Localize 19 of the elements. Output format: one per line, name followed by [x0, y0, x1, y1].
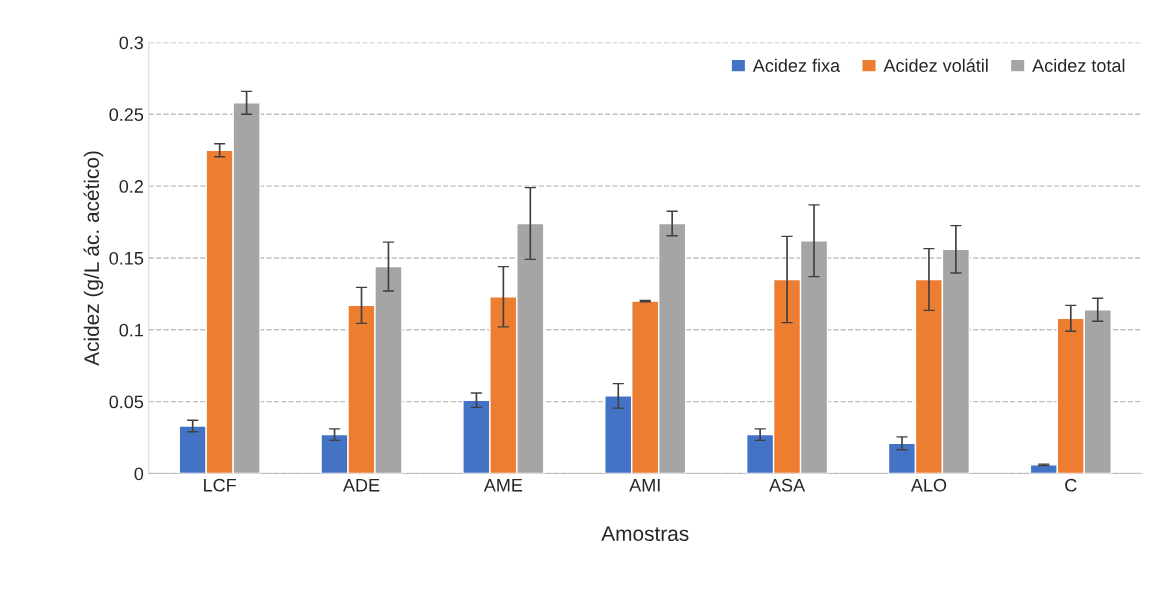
- y-tick-label: 0.25: [109, 108, 144, 122]
- legend-label: Acidez fixa: [752, 58, 841, 72]
- y-tick-label: 0: [134, 467, 144, 481]
- x-tick-label: LCF: [204, 478, 236, 492]
- x-tick-label: AMI: [629, 478, 660, 492]
- x-tick-label: ALO: [910, 478, 947, 492]
- y-tick-label: 0.1: [119, 323, 143, 337]
- y-tick-label: 0.3: [119, 36, 144, 50]
- y-axis-title: Acidez (g/L ác. acético): [83, 151, 104, 366]
- legend-label: Acidez volátil: [883, 58, 988, 72]
- y-tick-label: 0.05: [109, 395, 144, 409]
- y-tick-label: 0.2: [119, 180, 143, 193]
- x-tick-label: AME: [483, 478, 523, 492]
- x-tick-label: C: [1065, 478, 1077, 492]
- x-tick-label: ASA: [769, 478, 806, 492]
- legend-label: Acidez total: [1032, 58, 1125, 72]
- y-tick-label: 0.15: [109, 251, 144, 265]
- x-axis-title: Amostras: [601, 526, 689, 542]
- x-tick-label: ADE: [342, 478, 380, 492]
